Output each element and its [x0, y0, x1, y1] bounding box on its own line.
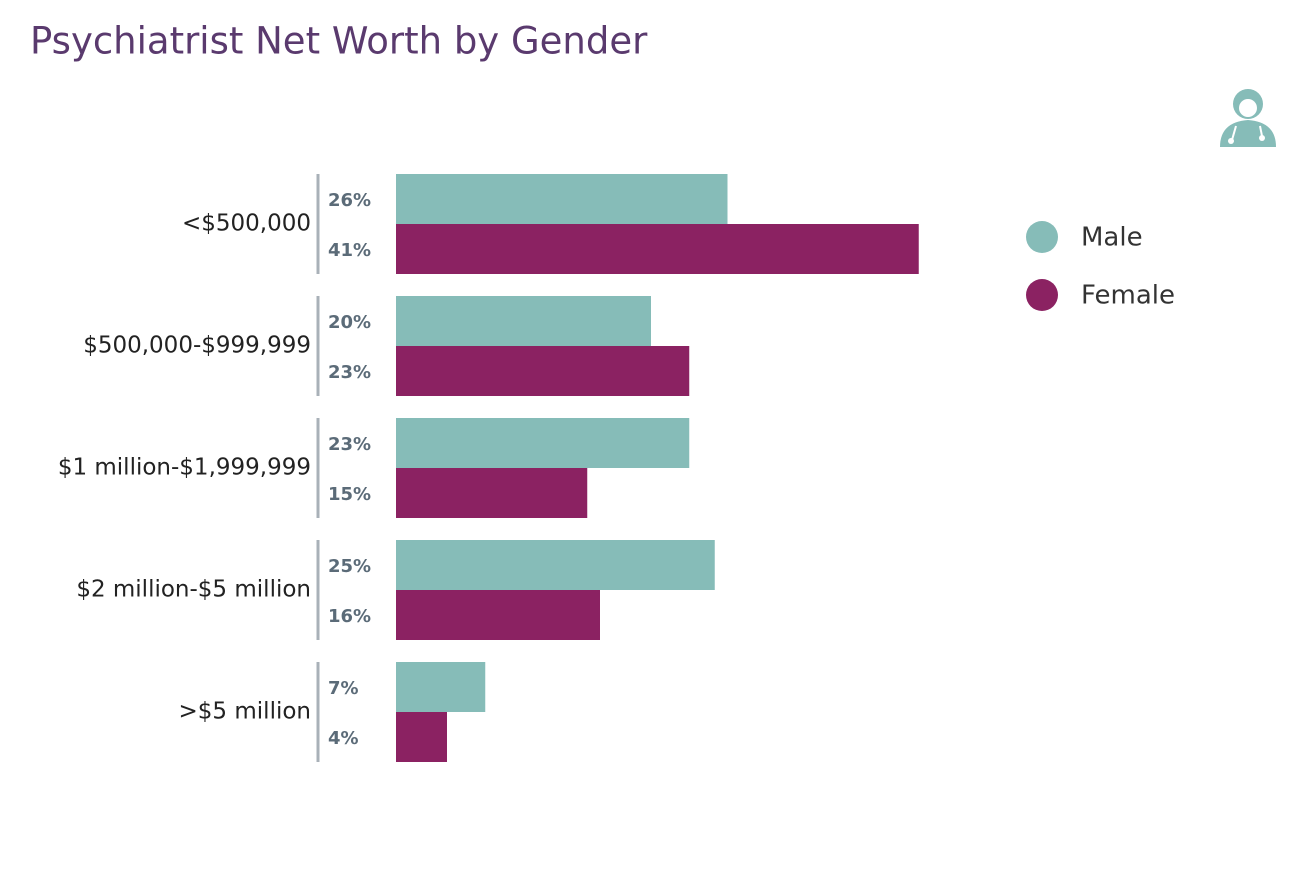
- legend-label: Male: [1081, 223, 1143, 253]
- value-label: 23%: [328, 362, 371, 383]
- value-label: 7%: [328, 678, 359, 699]
- bar: [396, 540, 715, 590]
- legend-marker: [1026, 221, 1058, 253]
- bar: [396, 174, 728, 224]
- value-label: 16%: [328, 606, 371, 627]
- value-label: 26%: [328, 190, 371, 211]
- value-label: 15%: [328, 484, 371, 505]
- category-label: $2 million-$5 million: [76, 577, 311, 603]
- bar: [396, 224, 919, 274]
- category-label: >$5 million: [179, 699, 311, 725]
- bar: [396, 296, 651, 346]
- value-label: 23%: [328, 434, 371, 455]
- bar: [396, 418, 690, 468]
- bar: [396, 590, 600, 640]
- value-label: 41%: [328, 240, 371, 261]
- bar: [396, 346, 690, 396]
- chart-title: Psychiatrist Net Worth by Gender: [30, 20, 648, 63]
- bar: [396, 468, 588, 518]
- bar: [396, 712, 447, 762]
- category-label: $1 million-$1,999,999: [58, 455, 311, 481]
- value-label: 20%: [328, 312, 371, 333]
- value-label: 25%: [328, 556, 371, 577]
- doctor-icon: [1220, 89, 1276, 147]
- legend-label: Female: [1081, 281, 1175, 311]
- value-label: 4%: [328, 728, 359, 749]
- bar: [396, 662, 486, 712]
- legend-marker: [1026, 279, 1058, 311]
- category-label: $500,000-$999,999: [83, 333, 311, 359]
- category-label: <$500,000: [182, 211, 311, 237]
